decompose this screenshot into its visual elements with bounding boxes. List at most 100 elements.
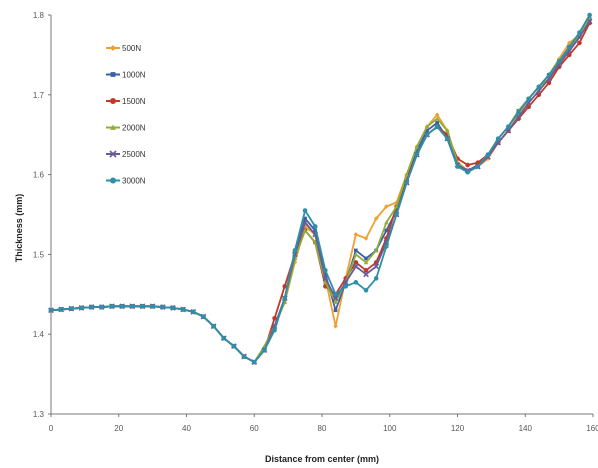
data-point	[302, 228, 308, 233]
data-point	[394, 200, 399, 205]
series-1000N	[49, 17, 592, 364]
data-point	[323, 280, 328, 285]
data-point	[333, 308, 338, 313]
data-point	[180, 307, 186, 312]
legend: 500N 1000N 1500N 2000N 2500N 3000N	[106, 44, 146, 186]
data-point	[516, 110, 521, 115]
y-tick-label: 1.6	[33, 171, 45, 180]
data-point	[353, 232, 359, 237]
data-point	[333, 299, 338, 305]
data-point	[190, 309, 196, 315]
data-point	[495, 136, 501, 141]
x-tick-label: 0	[49, 424, 54, 433]
data-point	[566, 44, 572, 50]
data-point	[201, 314, 206, 319]
series-group	[48, 12, 593, 365]
data-point	[373, 263, 380, 270]
x-ticks: 0 20 40 60 80 100 120 140 160	[49, 414, 598, 433]
data-point	[160, 304, 166, 310]
legend-marker	[110, 45, 116, 51]
data-point	[577, 40, 582, 46]
data-point	[536, 84, 542, 90]
data-point	[282, 295, 288, 301]
data-point	[434, 116, 440, 121]
legend-label: 2500N	[122, 150, 146, 159]
data-point	[415, 148, 419, 153]
data-point	[343, 284, 349, 289]
data-point	[394, 204, 399, 209]
data-point	[354, 248, 358, 253]
y-ticks: 1.3 1.4 1.5 1.6 1.7 1.8	[33, 11, 51, 419]
data-point	[586, 18, 593, 25]
data-point	[475, 160, 481, 165]
data-point	[333, 323, 338, 329]
data-point	[363, 236, 369, 241]
x-tick-label: 160	[586, 424, 598, 433]
data-point	[342, 279, 349, 286]
data-point	[211, 323, 216, 329]
legend-label: 1500N	[122, 97, 146, 106]
data-point	[272, 315, 277, 321]
data-point	[282, 284, 288, 289]
data-point	[536, 92, 542, 98]
series-500N	[48, 16, 592, 365]
data-point	[58, 307, 64, 312]
x-tick-label: 100	[383, 424, 397, 433]
x-tick-label: 60	[250, 424, 259, 433]
y-tick-label: 1.3	[33, 410, 45, 419]
data-point	[414, 144, 420, 149]
data-point	[404, 172, 409, 177]
data-point	[556, 56, 562, 62]
data-point	[322, 275, 329, 282]
legend-marker	[110, 177, 116, 184]
data-point	[140, 303, 145, 309]
data-point	[150, 303, 155, 309]
data-point	[221, 335, 227, 341]
data-point	[465, 169, 470, 175]
data-point	[48, 307, 54, 313]
data-point	[79, 305, 84, 311]
data-point	[587, 12, 592, 18]
data-point	[302, 219, 308, 226]
data-point	[424, 132, 430, 137]
legend-label: 1000N	[122, 71, 146, 80]
data-point	[364, 256, 368, 261]
data-point	[546, 72, 552, 78]
data-point	[312, 224, 318, 229]
data-point	[241, 354, 247, 359]
data-point	[485, 156, 491, 161]
data-point	[373, 276, 379, 281]
data-point	[425, 128, 429, 133]
legend-label: 3000N	[122, 177, 146, 186]
x-tick-label: 140	[519, 424, 533, 433]
legend-marker	[110, 124, 116, 130]
data-point	[445, 128, 450, 133]
legend-label: 500N	[122, 44, 141, 53]
data-point	[109, 303, 115, 309]
data-point	[231, 343, 237, 349]
data-point	[353, 263, 359, 270]
data-point	[384, 220, 389, 225]
data-point	[566, 40, 572, 46]
data-point	[353, 252, 359, 257]
data-point	[434, 112, 440, 118]
data-point	[323, 268, 328, 273]
data-point	[292, 248, 298, 253]
data-point	[384, 244, 389, 249]
data-point	[363, 268, 369, 273]
data-point	[404, 180, 409, 185]
data-point	[251, 359, 257, 365]
data-point	[353, 280, 359, 285]
data-point	[556, 58, 562, 64]
y-tick-label: 1.8	[33, 11, 45, 20]
data-point	[424, 124, 430, 129]
series-3000N	[48, 12, 592, 365]
data-point	[332, 295, 339, 302]
data-point	[475, 164, 481, 169]
data-point	[384, 204, 389, 209]
data-point	[455, 164, 460, 169]
series-2000N	[48, 16, 592, 364]
data-point	[363, 271, 369, 278]
data-point	[384, 228, 389, 233]
